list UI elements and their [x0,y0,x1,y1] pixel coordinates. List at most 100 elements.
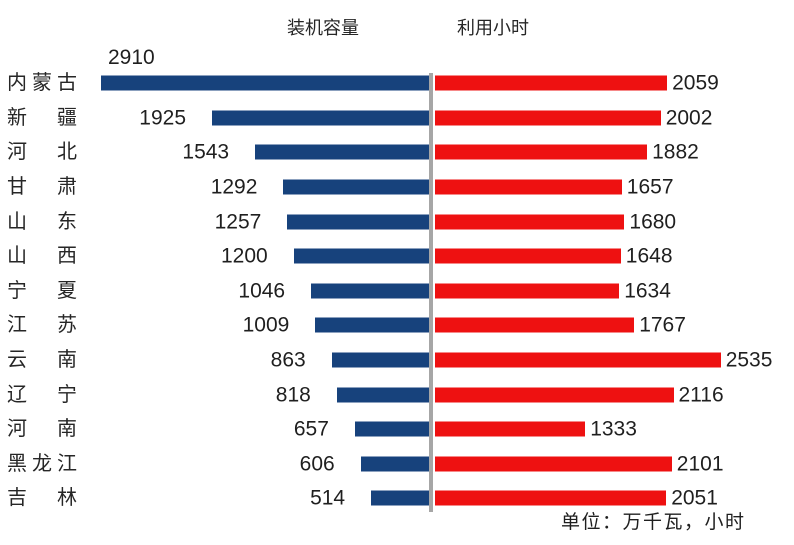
chart-row: 云南 863 2535 [0,343,794,378]
capacity-bar [336,387,429,403]
hours-bar [435,456,672,472]
province-label: 山西 [7,245,77,268]
province-label: 河北 [7,141,77,164]
chart-row: 山东 1257 1680 [0,204,794,239]
hours-value: 1767 [639,313,686,337]
capacity-zone: 1925 [77,101,429,136]
chart-row: 河北 1543 1882 [0,135,794,170]
hours-value: 1634 [624,279,671,303]
province-label: 内蒙古 [7,72,77,95]
province-label: 黑龙江 [7,452,77,475]
chart-row: 吉林 514 2051 [0,481,794,516]
province-label: 甘肃 [7,176,77,199]
capacity-bar [371,490,429,506]
capacity-bar [331,352,429,368]
capacity-zone: 1257 [77,204,429,239]
hours-zone: 2002 [435,101,794,136]
chart-row: 河南 657 1333 [0,412,794,447]
province-label: 吉林 [7,487,77,510]
chart-row: 黑龙江 606 2101 [0,447,794,482]
hours-value: 2116 [678,383,724,407]
hours-zone: 2535 [435,343,794,378]
province-label: 辽宁 [7,383,77,406]
province-label: 山东 [7,210,77,233]
capacity-value: 1257 [214,210,262,234]
capacity-zone: 1009 [77,308,429,343]
capacity-zone: 606 [77,447,429,482]
hours-value: 1648 [625,244,673,268]
legend-hours-label: 利用小时 [457,18,529,38]
capacity-bar [101,75,429,91]
capacity-bar [360,456,429,472]
capacity-value: 1292 [210,175,258,199]
hours-value: 2051 [671,486,718,510]
hours-value: 1680 [629,210,677,234]
capacity-zone: 514 [77,481,429,516]
chart-row: 新疆 1925 2002 [0,101,794,136]
hours-value: 2002 [665,106,713,130]
legend-capacity-label: 装机容量 [287,18,359,38]
hours-zone: 1657 [435,170,794,205]
hours-bar [435,144,648,160]
chart-row: 江苏 1009 1767 [0,308,794,343]
province-label: 新疆 [7,106,77,129]
province-label: 江苏 [7,314,77,337]
bars-area: 内蒙古 2910 2059 新疆 1925 2002 河北 1543 1882 甘肃 1292 165… [0,47,794,516]
hours-zone: 1634 [435,274,794,309]
hours-zone: 1680 [435,204,794,239]
hours-bar [435,283,620,299]
capacity-value: 606 [299,452,335,476]
capacity-bar [287,214,429,230]
hours-value: 1882 [652,140,699,164]
hours-zone: 1648 [435,239,794,274]
hours-value: 2535 [725,348,773,372]
capacity-zone: 1200 [77,239,429,274]
capacity-value: 1046 [238,279,286,303]
province-label: 云南 [7,349,77,372]
hours-bar [435,317,635,333]
capacity-zone: 1292 [77,170,429,205]
capacity-zone: 863 [77,343,429,378]
hours-bar [435,110,661,126]
hours-zone: 2051 [435,481,794,516]
hours-bar [435,75,668,91]
center-axis-line [429,73,433,512]
chart-row: 甘肃 1292 1657 [0,170,794,205]
hours-value: 2101 [676,452,724,476]
capacity-value: 1200 [220,244,268,268]
chart-row: 内蒙古 2910 2059 [0,47,794,101]
hours-zone: 1882 [435,135,794,170]
hours-zone: 2116 [435,377,794,412]
capacity-bar [255,144,429,160]
capacity-zone: 1046 [77,274,429,309]
unit-note: 单位：万千瓦，小时 [561,512,746,533]
capacity-value: 863 [270,348,306,372]
hours-zone: 1333 [435,412,794,447]
hours-value: 2059 [672,71,719,95]
capacity-value: 514 [310,486,346,510]
capacity-bar [354,421,429,437]
capacity-value: 2910 [108,46,155,69]
chart-row: 宁夏 1046 1634 [0,274,794,309]
hours-bar [435,214,625,230]
province-label: 河南 [7,418,77,441]
hours-bar [435,490,667,506]
capacity-value: 1925 [139,106,186,130]
capacity-value: 1009 [242,313,290,337]
hours-bar [435,352,721,368]
chart-row: 辽宁 818 2116 [0,377,794,412]
capacity-zone: 1543 [77,135,429,170]
hours-bar [435,421,586,437]
capacity-value: 657 [293,417,329,441]
hours-zone: 1767 [435,308,794,343]
hours-value: 1657 [626,175,674,199]
hours-zone: 2101 [435,447,794,482]
capacity-bar [283,179,429,195]
hours-value: 1333 [590,417,637,441]
capacity-bar [315,317,429,333]
hours-bar [435,179,622,195]
capacity-value: 1543 [182,140,230,164]
hours-zone: 2059 [435,66,794,101]
capacity-zone: 657 [77,412,429,447]
